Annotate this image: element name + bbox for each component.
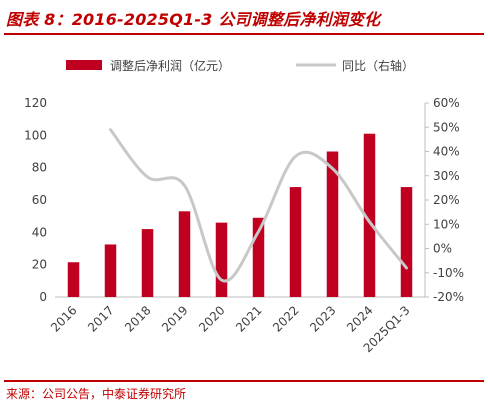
- legend-bar-label: 调整后净利润（亿元）: [110, 58, 230, 73]
- y-right-tick-label: 60%: [433, 96, 460, 110]
- bars: [67, 133, 413, 297]
- bottom-rule: [4, 380, 484, 382]
- x-tick-label: 2022: [270, 303, 301, 334]
- title-rule: [4, 33, 484, 35]
- y-left-tick-label: 0: [39, 290, 47, 304]
- y-left-tick-label: 60: [32, 193, 47, 207]
- y-right-tick-label: -10%: [433, 266, 464, 280]
- y-left-tick-label: 80: [32, 161, 47, 175]
- bar: [400, 187, 413, 297]
- y-right-tick-label: 50%: [433, 120, 460, 134]
- bar: [289, 187, 302, 297]
- legend-bar-swatch: [66, 60, 102, 70]
- y-right-tick-label: 30%: [433, 169, 460, 183]
- y-left-tick-label: 100: [24, 128, 47, 142]
- legend: 调整后净利润（亿元） 同比（右轴）: [66, 58, 414, 73]
- x-tick-label: 2020: [196, 303, 227, 334]
- bar: [141, 229, 154, 297]
- y-left-tick-label: 20: [32, 258, 47, 272]
- x-tick-label: 2021: [233, 303, 264, 334]
- bar: [178, 211, 191, 297]
- yoy-line: [109, 128, 408, 283]
- y-right-ticks: -20% -10% 0% 10% 20% 30% 40% 50% 60%: [425, 96, 464, 304]
- source-note: 来源：公司公告，中泰证券研究所: [6, 387, 187, 401]
- x-tick-label: 2024: [344, 303, 375, 334]
- bar: [104, 244, 117, 297]
- bar: [326, 151, 339, 297]
- y-left-tick-label: 120: [24, 96, 47, 110]
- bar: [252, 217, 265, 297]
- figure-title: 图表 8：2016-2025Q1-3 公司调整后净利润变化: [6, 10, 381, 29]
- x-tick-label: 2019: [159, 303, 190, 334]
- y-right-tick-label: -20%: [433, 290, 464, 304]
- x-tick-label: 2018: [122, 303, 153, 334]
- x-ticks: 2016 2017 2018 2019 2020 2021 2022 2023 20242025…: [48, 303, 412, 355]
- y-left-ticks: 0 20 40 60 80 100 120: [24, 96, 47, 304]
- y-right-tick-label: 0%: [433, 242, 452, 256]
- legend-line-label: 同比（右轴）: [342, 58, 414, 73]
- yoy-line-path: [109, 128, 408, 283]
- y-right-tick-label: 40%: [433, 145, 460, 159]
- y-right-tick-label: 10%: [433, 217, 460, 231]
- bar: [363, 133, 376, 297]
- bar: [67, 262, 80, 297]
- x-tick-label: 2017: [85, 303, 116, 334]
- y-right-tick-label: 20%: [433, 193, 460, 207]
- x-tick-label: 2016: [48, 303, 79, 334]
- bar: [215, 222, 228, 297]
- x-tick-label: 2023: [307, 303, 338, 334]
- y-left-tick-label: 40: [32, 225, 47, 239]
